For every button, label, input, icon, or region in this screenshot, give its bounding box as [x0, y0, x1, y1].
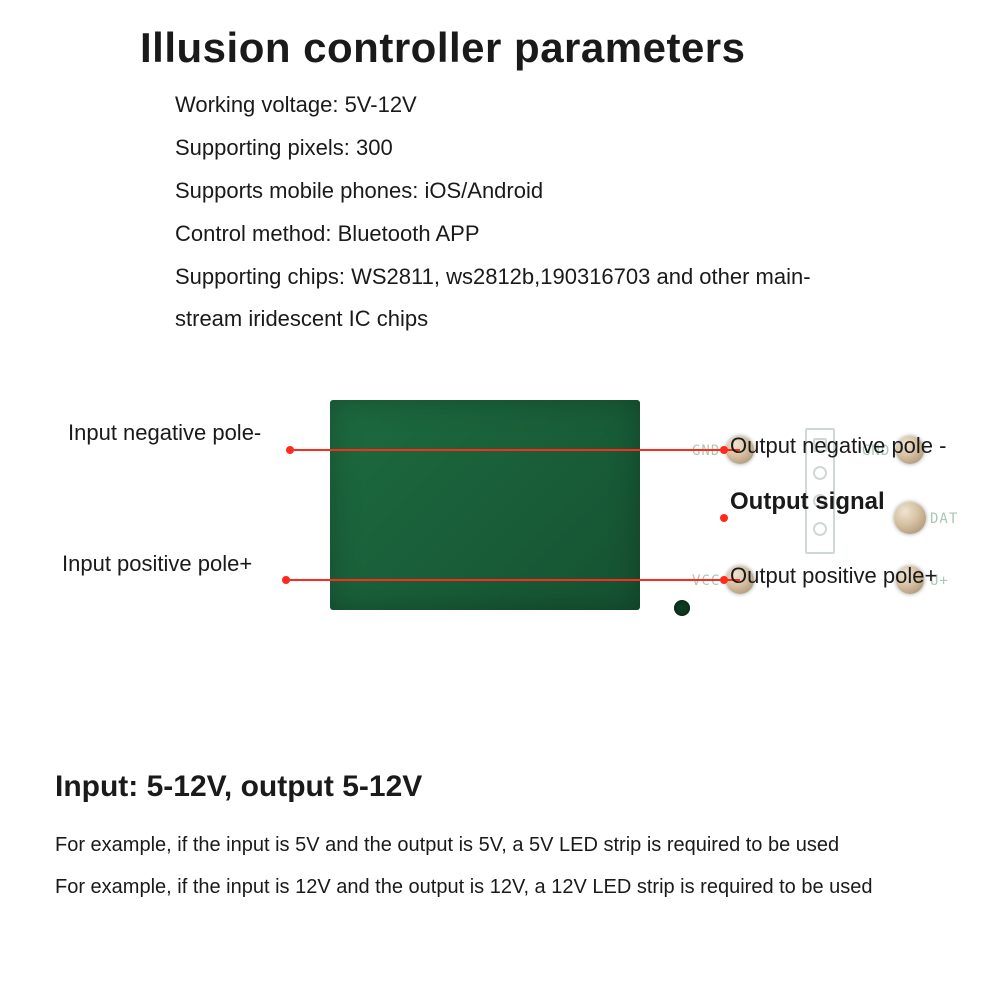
- callout-dot: [720, 446, 728, 454]
- spec-line: Supporting pixels: 300: [175, 127, 895, 170]
- footer-block: Input: 5-12V, output 5-12V For example, i…: [55, 770, 955, 908]
- spec-line: Control method: Bluetooth APP: [175, 213, 895, 256]
- footer-heading: Input: 5-12V, output 5-12V: [55, 770, 955, 804]
- callout-dot: [720, 576, 728, 584]
- callout-label: Input negative pole-: [68, 420, 261, 446]
- spec-line: Working voltage: 5V-12V: [175, 84, 895, 127]
- header-pin: [813, 466, 827, 480]
- footer-line: For example, if the input is 12V and the…: [55, 866, 955, 908]
- callout-dot: [720, 514, 728, 522]
- spec-line: Supports mobile phones: iOS/Android: [175, 170, 895, 213]
- callout-dot: [286, 446, 294, 454]
- footer-line: For example, if the input is 5V and the …: [55, 824, 955, 866]
- mounting-hole: [674, 600, 690, 616]
- callout-line: [286, 579, 740, 581]
- callout-label: Output signal: [730, 488, 885, 516]
- callout-dot: [282, 576, 290, 584]
- pcb-diagram: GNDGNDDATVCCU+Input negative pole-Input …: [0, 380, 1000, 660]
- silk-label-gnd_in: GND: [692, 443, 720, 459]
- solder-pad-dat: [894, 502, 926, 534]
- callout-label: Output positive pole+: [730, 563, 937, 589]
- silk-label-vcc: VCC: [692, 573, 720, 589]
- spec-line: Supporting chips: WS2811, ws2812b,190316…: [175, 256, 895, 299]
- header-pin: [813, 522, 827, 536]
- page-title: Illusion controller parameters: [140, 24, 746, 72]
- callout-line: [290, 449, 740, 451]
- callout-label: Output negative pole -: [730, 433, 946, 459]
- spec-line: stream iridescent IC chips: [175, 298, 895, 341]
- silk-label-dat: DAT: [930, 511, 958, 527]
- callout-label: Input positive pole+: [62, 551, 252, 577]
- spec-list: Working voltage: 5V-12VSupporting pixels…: [175, 84, 895, 341]
